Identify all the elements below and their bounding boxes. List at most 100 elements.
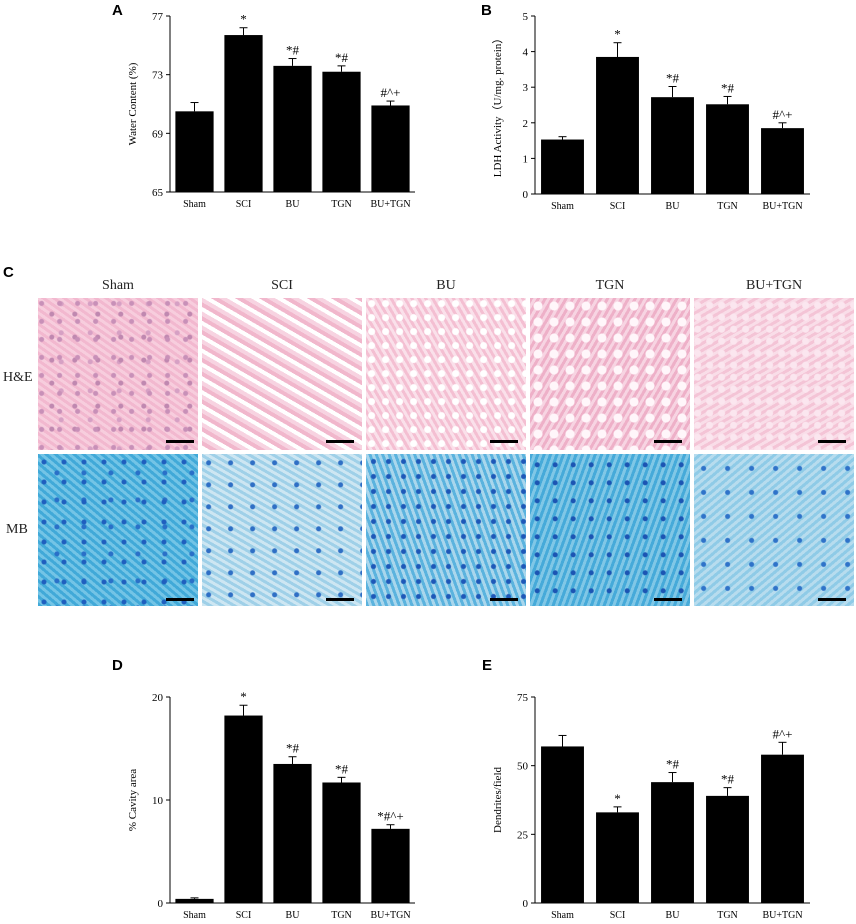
y-tick-label: 2 — [523, 118, 529, 130]
y-axis-label: Dendrites/field — [492, 767, 504, 833]
x-tick-label: TGN — [331, 199, 352, 210]
bar-bu — [651, 782, 694, 903]
y-tick-label: 4 — [523, 47, 529, 59]
bar-bu — [273, 65, 312, 192]
y-axis-label: LDH Activity（U/mg. protein） — [491, 33, 504, 178]
bar-tgn — [706, 104, 749, 194]
x-tick-label: BU+TGN — [370, 199, 410, 210]
significance-label: *# — [335, 50, 349, 65]
x-tick-label: BU — [286, 910, 301, 921]
bar-sham — [175, 898, 214, 903]
scale-bar — [818, 598, 846, 601]
panel-letter-e: E — [482, 657, 493, 674]
x-tick-label: SCI — [236, 910, 252, 921]
scale-bar — [326, 440, 354, 443]
x-tick-label: SCI — [610, 910, 626, 921]
bar-sham — [175, 111, 214, 192]
he-image-sci — [202, 298, 362, 450]
panel-letter-b: B — [481, 2, 492, 19]
scale-bar — [326, 598, 354, 601]
bar-bu — [651, 97, 694, 194]
bar-bu-tgn — [371, 105, 410, 192]
bar-sci — [596, 812, 639, 903]
bar-sham — [541, 746, 584, 903]
y-tick-label: 69 — [152, 128, 164, 140]
mb-image-bu-tgn — [694, 454, 854, 606]
y-tick-label: 1 — [523, 153, 529, 165]
y-tick-label: 25 — [517, 829, 529, 841]
significance-label: *# — [286, 741, 300, 756]
x-tick-label: BU+TGN — [762, 201, 802, 212]
panel-letter-a: A — [112, 2, 123, 19]
he-image-sham — [38, 298, 198, 450]
scale-bar — [654, 598, 682, 601]
scale-bar — [166, 598, 194, 601]
he-image-tgn — [530, 298, 690, 450]
significance-label: *# — [335, 761, 349, 776]
mb-image-tgn — [530, 454, 690, 606]
mb-image-sci — [202, 454, 362, 606]
y-tick-label: 65 — [152, 187, 164, 199]
significance-label: * — [240, 689, 247, 704]
group-label-sci: SCI — [271, 278, 293, 293]
he-image-bu-tgn — [694, 298, 854, 450]
scale-bar — [654, 440, 682, 443]
y-tick-label: 75 — [517, 692, 529, 704]
significance-label: *# — [666, 70, 680, 85]
bar-chart-e: 0 25 50 75 Dendrites/field Sham * SCI *# BU *# TGN #… — [492, 692, 810, 921]
bar-bu-tgn — [371, 828, 410, 903]
x-tick-label: TGN — [331, 910, 352, 921]
y-tick-label: 20 — [152, 692, 164, 704]
y-tick-label: 0 — [523, 189, 529, 201]
mb-image-bu — [366, 454, 526, 606]
group-label-sham: Sham — [102, 278, 134, 293]
y-axis-label: Water Content (%) — [127, 62, 139, 145]
y-tick-label: 77 — [152, 11, 164, 23]
significance-label: * — [240, 12, 247, 27]
x-tick-label: Sham — [551, 910, 574, 921]
y-tick-label: 3 — [523, 82, 529, 94]
x-tick-label: BU — [286, 199, 301, 210]
significance-label: *# — [286, 43, 300, 58]
bar-chart-d: 0 10 20 % Cavity area Sham * SCI *# BU *# TGN *#^+ B… — [127, 689, 415, 921]
panel-letter-d: D — [112, 657, 123, 674]
bar-tgn — [706, 795, 749, 903]
bar-sci — [596, 56, 639, 194]
bar-sham — [541, 139, 584, 194]
group-label-tgn: TGN — [595, 278, 625, 293]
group-label-bu-tgn: BU+TGN — [745, 278, 803, 293]
x-tick-label: TGN — [717, 910, 738, 921]
x-tick-label: Sham — [551, 201, 574, 212]
x-tick-label: SCI — [610, 201, 626, 212]
bar-tgn — [322, 782, 361, 903]
scale-bar — [490, 440, 518, 443]
y-tick-label: 73 — [152, 70, 164, 82]
x-tick-label: TGN — [717, 201, 738, 212]
bar-bu-tgn — [761, 128, 804, 194]
x-tick-label: BU — [666, 910, 681, 921]
bar-sci — [224, 715, 263, 903]
panel-letter-c: C — [3, 264, 14, 281]
significance-label: *# — [721, 772, 735, 787]
y-tick-label: 0 — [523, 898, 529, 910]
bar-bu — [273, 763, 312, 903]
scale-bar — [818, 440, 846, 443]
significance-label: #^+ — [773, 107, 793, 122]
x-tick-label: Sham — [183, 910, 206, 921]
scale-bar — [166, 440, 194, 443]
x-tick-label: BU+TGN — [370, 910, 410, 921]
group-label-bu: BU — [436, 278, 456, 293]
significance-label: *#^+ — [377, 809, 403, 824]
bar-chart-a: 65 69 73 77 Water Content (%) Sham * SCI *# BU *# T… — [127, 11, 415, 210]
significance-label: * — [614, 27, 621, 42]
x-tick-label: BU — [666, 201, 681, 212]
scale-bar — [490, 598, 518, 601]
mb-image-sham — [38, 454, 198, 606]
row-label-mb: MB — [6, 522, 28, 537]
x-tick-label: BU+TGN — [762, 910, 802, 921]
he-image-bu — [366, 298, 526, 450]
bar-tgn — [322, 71, 361, 192]
bar-bu-tgn — [761, 754, 804, 903]
x-tick-label: SCI — [236, 199, 252, 210]
bar-sci — [224, 35, 263, 192]
